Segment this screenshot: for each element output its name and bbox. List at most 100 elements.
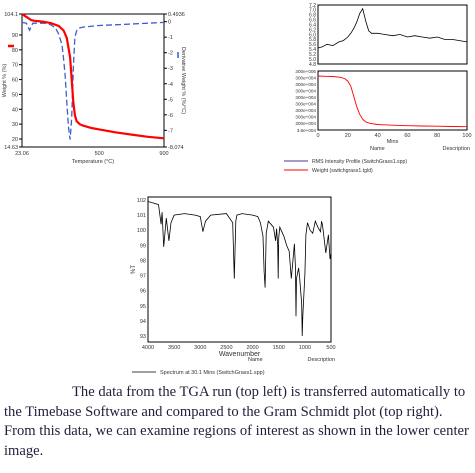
name-column-label: Name	[370, 146, 385, 152]
caption-text: The data from the TGA run (top left) is …	[4, 384, 469, 459]
ftir-y-tick-label: 93	[140, 334, 146, 340]
x-tick-label: 23.06	[15, 151, 29, 157]
rms-y-tick-label: 5.2	[309, 52, 316, 58]
rms-y-tick-label: 5.4	[309, 47, 316, 53]
wavenumber-axis-label: Wavenumber	[219, 351, 261, 358]
weight-y-tick-label: 300e+006	[295, 69, 316, 74]
ftir-y-tick-label: 95	[140, 304, 146, 310]
x-axis-label: Temperature (°C)	[72, 159, 114, 165]
ftir-plot-frame	[147, 196, 332, 343]
y-left-tick-label: 50	[12, 92, 18, 98]
y-right-axis-label: Derivative Weight % (%/°C)	[180, 47, 186, 114]
ftir-name-label: Name	[248, 357, 263, 363]
weight-y-tick-label: 3.8e+004	[297, 128, 317, 133]
weight-mins-series-line	[317, 75, 468, 128]
weight-series-line	[21, 13, 165, 140]
x-tick-label: 500	[95, 151, 104, 157]
y-left-tick-label: 70	[12, 63, 18, 69]
gram-schmidt-panel: 7.2 7.0 6.8 6.6 6.4 6.2 6.0 5.8 5.6 5.4 5.2 5.0 4.8 3…	[282, 0, 472, 185]
y-right-tick-label: -6	[168, 113, 173, 119]
y-left-tick-label: 104.1	[4, 12, 18, 18]
y-left-tick-label: 80	[12, 48, 18, 54]
tga-chart-panel: 104.1 90 80 70 60 50 40 30 20 14.63 0.4936 0 -1 -2 -3 -…	[0, 0, 186, 178]
rms-y-tick-label: 5.0	[309, 57, 316, 63]
rms-y-tick-label: 6.6	[309, 18, 316, 24]
legend-label: RMS Intensity Profile (SwitchGrass1.spp)	[312, 159, 407, 165]
weight-plot-frame	[317, 70, 468, 131]
rms-y-tick-label: 7.2	[309, 3, 316, 9]
tga-chart: 104.1 90 80 70 60 50 40 30 20 14.63 0.4936 0 -1 -2 -3 -…	[2, 12, 186, 165]
y-left-tick-label: 14.63	[4, 145, 18, 151]
y-left-tick-label: 30	[12, 122, 18, 128]
ftir-description-label: Description	[307, 357, 335, 363]
transmittance-axis-label: %T	[131, 265, 137, 274]
ftir-x-tick-label: 2500	[220, 345, 232, 351]
mins-x-tick-label: 80	[434, 133, 440, 139]
plot-frame	[21, 13, 165, 148]
mins-x-tick-label: 100	[462, 133, 471, 139]
ftir-x-tick-label: 1500	[273, 345, 285, 351]
ftir-y-tick-label: 94	[140, 319, 146, 325]
y-left-tick-label: 20	[12, 137, 18, 143]
y-left-tick-label: 40	[12, 107, 18, 113]
mins-axis-label: Mins	[387, 139, 399, 145]
rms-y-tick-label: 4.8	[309, 62, 316, 68]
mins-x-tick-label: 0	[316, 133, 319, 139]
y-left-tick-label: 60	[12, 78, 18, 84]
ftir-y-tick-label: 96	[140, 289, 146, 295]
y-right-tick-label: -2	[168, 51, 173, 57]
ftir-y-tick-label: 102	[137, 198, 146, 204]
rms-intensity-series-line	[317, 7, 468, 49]
ftir-y-tick-label: 99	[140, 243, 146, 249]
rms-y-tick-label: 6.4	[309, 22, 316, 28]
weight-y-tick-label: 300e+004	[295, 102, 316, 107]
ftir-spectrum-chart: 102 101 100 99 98 97 96 95 94 93 4000 3500 3000 2500 2…	[131, 196, 336, 376]
mins-x-tick-label: 60	[404, 133, 410, 139]
weight-y-tick-label: 300e+004	[295, 108, 316, 113]
ftir-y-tick-label: 97	[140, 274, 146, 280]
mins-x-tick-label: 20	[345, 133, 351, 139]
derivative-weight-series-line	[21, 21, 165, 140]
weight-y-tick-label: 300e+004	[295, 82, 316, 87]
ftir-spectrum-series-line	[147, 201, 332, 337]
ftir-y-tick-label: 100	[137, 228, 146, 234]
rms-y-tick-label: 5.8	[309, 37, 316, 43]
y-left-tick-label: 90	[12, 33, 18, 39]
gram-schmidt-chart: 7.27.06.86.66.46.26.05.85.65.45.25.04.83…	[284, 3, 472, 174]
y-right-tick-label: 0	[168, 20, 171, 26]
y-right-tick-label: -8.074	[168, 145, 184, 151]
y-left-axis-label: Weight % (%)	[2, 64, 8, 98]
ftir-spectrum-panel: 102 101 100 99 98 97 96 95 94 93 4000 3500 3000 2500 2…	[128, 192, 338, 382]
rms-y-tick-label: 6.8	[309, 13, 316, 19]
weight-y-tick-label: 300e+004	[295, 88, 316, 93]
weight-y-tick-label: 300e+004	[295, 115, 316, 120]
ftir-x-tick-label: 2000	[246, 345, 258, 351]
y-right-tick-label: -7	[168, 128, 173, 134]
y-right-tick-label: 0.4936	[168, 12, 185, 18]
ftir-legend-label: Spectrum at 30.1 Mins (SwitchGrass1.spp)	[160, 370, 265, 376]
rms-y-tick-label: 5.6	[309, 42, 316, 48]
ftir-y-tick-label: 98	[140, 258, 146, 264]
weight-y-tick-label: 300e+004	[295, 75, 316, 80]
weight-y-tick-label: 300e+004	[295, 95, 316, 100]
rms-y-tick-label: 6.0	[309, 32, 316, 38]
ftir-y-tick-label: 101	[137, 213, 146, 219]
ftir-x-tick-label: 1000	[299, 345, 311, 351]
y-right-tick-label: -5	[168, 97, 173, 103]
rms-plot-frame	[317, 4, 468, 65]
mins-x-tick-label: 40	[375, 133, 381, 139]
legend-label: Weight (switchgrass1.tgld)	[312, 168, 373, 174]
description-column-label: Description	[442, 146, 470, 152]
y-right-tick-label: -3	[168, 66, 173, 72]
ftir-x-tick-label: 4000	[142, 345, 154, 351]
figure-caption: The data from the TGA run (top left) is …	[4, 383, 470, 461]
rms-y-tick-label: 7.0	[309, 8, 316, 14]
rms-y-tick-label: 6.2	[309, 27, 316, 33]
ftir-x-tick-label: 3000	[194, 345, 206, 351]
weight-y-tick-label: 300e+004	[295, 121, 316, 126]
y-right-tick-label: -1	[168, 35, 173, 41]
ftir-x-tick-label: 3500	[168, 345, 180, 351]
ftir-x-tick-label: 500	[326, 345, 335, 351]
x-tick-label: 900	[159, 151, 168, 157]
y-right-tick-label: -4	[168, 82, 173, 88]
